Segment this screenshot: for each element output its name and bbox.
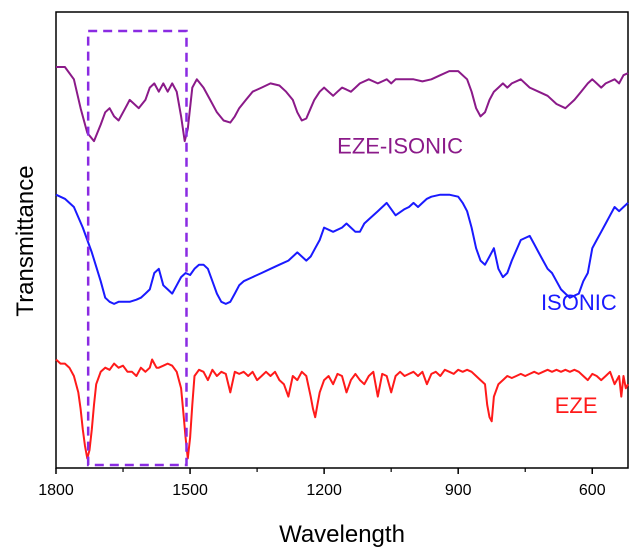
series-line-eze-isonic — [56, 66, 629, 143]
plot-frame — [55, 11, 629, 469]
x-tick-label: 1800 — [38, 482, 74, 499]
highlight-box — [86, 29, 188, 467]
series-label-eze: EZE — [555, 393, 598, 418]
x-tick-label: 600 — [579, 482, 606, 499]
series-layer — [55, 66, 629, 460]
x-ticks: 1800 1500 1200 900 600 — [38, 468, 606, 499]
x-tick-label: 1200 — [306, 482, 342, 499]
x-tick-label: 1500 — [172, 482, 208, 499]
series-label-eze-isonic: EZE-ISONIC — [337, 133, 463, 158]
series-label-isonic: ISONIC — [541, 290, 617, 315]
series-line-eze — [55, 358, 629, 460]
series-labels: EZE-ISONIC ISONIC EZE — [337, 133, 617, 418]
y-axis-title: Transmittance — [12, 165, 39, 316]
x-tick-label: 900 — [445, 482, 472, 499]
x-axis-title: Wavelength — [279, 521, 405, 548]
series-line-isonic — [55, 193, 629, 305]
